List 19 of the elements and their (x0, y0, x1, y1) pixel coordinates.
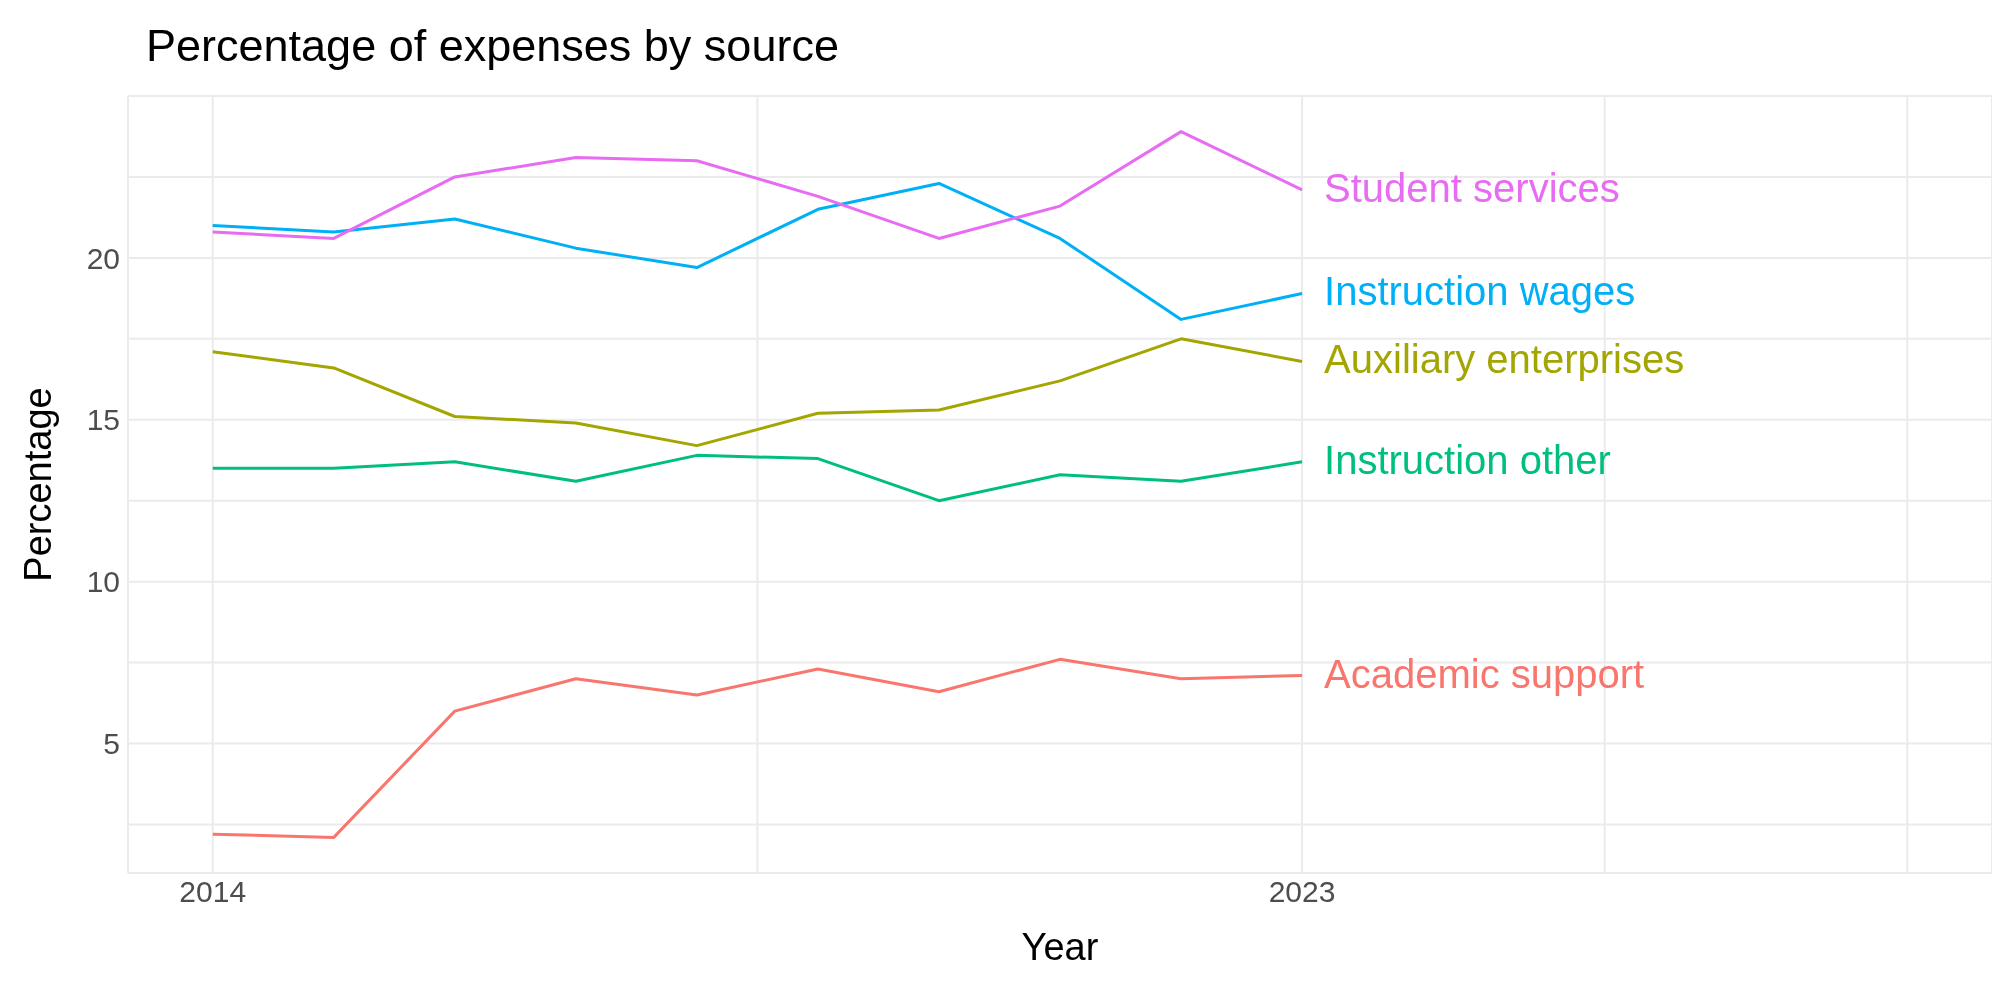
chart-title: Percentage of expenses by source (146, 20, 839, 72)
y-tick-label: 5 (103, 727, 120, 761)
line-series (211, 130, 1304, 240)
line-series (211, 453, 1304, 503)
y-tick-label: 15 (86, 403, 120, 437)
y-axis-title: Percentage (17, 387, 60, 582)
x-tick-label: 2023 (1268, 875, 1336, 909)
line-series (211, 337, 1304, 448)
series-label: Academic support (1324, 651, 1645, 696)
y-tick-label: 20 (86, 241, 120, 275)
series-label: Instruction other (1324, 437, 1611, 482)
series-label: Student services (1324, 165, 1620, 210)
line-series (211, 657, 1304, 839)
y-tick-label: 10 (86, 565, 120, 599)
x-tick-label: 2014 (179, 875, 247, 909)
line-series (211, 181, 1304, 321)
x-axis-title: Year (1021, 926, 1099, 968)
series-label: Instruction wages (1324, 269, 1636, 314)
series-label: Auxiliary enterprises (1324, 337, 1685, 382)
